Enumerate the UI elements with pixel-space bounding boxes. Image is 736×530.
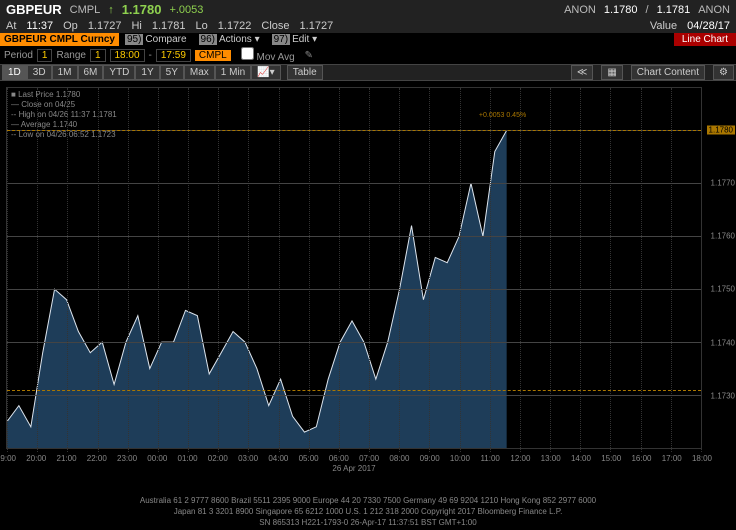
footer: Australia 61 2 9777 8600 Brazil 5511 239… [0,493,736,530]
header-row1: GBPEUR CMPL ↑ 1.1780 +.0053 ANON 1.1780 … [0,0,736,19]
bid: 1.1780 [604,4,638,16]
footer-l3: SN 865313 H221-1793-0 26-Apr-17 11:37:51… [6,517,730,528]
range-YTD[interactable]: YTD [103,65,135,80]
gear-icon[interactable]: ⚙ [713,65,734,80]
range-3D[interactable]: 3D [27,65,52,80]
time1[interactable]: 18:00 [110,49,145,62]
value-label: Value [650,20,677,32]
price: 1.1780 [122,2,162,17]
period-val[interactable]: 1 [37,49,53,62]
hi-label: Hi [131,20,141,32]
xlabel: 15:00 [601,454,621,463]
xlabel: 06:00 [329,454,349,463]
xlabel: 03:00 [238,454,258,463]
cmpl: CMPL [70,4,101,16]
close-label: Close [261,20,289,32]
range-1Y[interactable]: 1Y [135,65,159,80]
lo-label: Lo [196,20,208,32]
range-1D[interactable]: 1D [2,65,27,80]
anon2: ANON [698,4,730,16]
price-series [7,88,701,448]
footer-l1: Australia 61 2 9777 8600 Brazil 5511 239… [6,495,730,506]
time: 11:37 [26,20,53,32]
xlabel: 18:00 [692,454,712,463]
chart-content-btn[interactable]: Chart Content [631,65,705,80]
xlabel: 08:00 [389,454,409,463]
chart-inner[interactable]: ■ Last Price 1.1780 — Close on 04/25 -- … [6,87,702,449]
xlabel: 23:00 [117,454,137,463]
chart-type-label: Line Chart [674,33,736,46]
header-row2: At 11:37 Op 1.1727 Hi 1.1781 Lo 1.1722 C… [0,19,736,33]
x-axis: 26 Apr 2017 19:0020:0021:0022:0023:0000:… [6,451,702,467]
xlabel: 22:00 [87,454,107,463]
range-Max[interactable]: Max [184,65,215,80]
y-axis: 1.17301.17401.17501.17601.17701.17801.17… [704,87,736,449]
ticker: GBPEUR [6,2,62,17]
cmpl-btn[interactable]: CMPL [195,50,231,61]
xlabel: 16:00 [631,454,651,463]
ylabel: 1.1750 [711,285,735,294]
period-label: Period [4,50,33,61]
menu-bar: GBPEUR CMPL Curncy 95)Compare 96)Actions… [0,33,736,46]
change: +.0053 [169,4,203,16]
hi-val: 1.1781 [152,20,186,32]
xlabel: 17:00 [662,454,682,463]
xlabel: 10:00 [450,454,470,463]
anon1: ANON [564,4,596,16]
ylabel: 1.1760 [711,232,735,241]
xlabel: 14:00 [571,454,591,463]
range-5Y[interactable]: 5Y [160,65,184,80]
op-val: 1.1727 [88,20,122,32]
compare-menu[interactable]: 95)Compare [119,33,193,46]
movavg-label: Mov Avg [256,52,294,63]
interval-select[interactable]: 1 Min [215,65,251,80]
xlabel: 19:00 [0,454,16,463]
pencil-icon[interactable]: ✎ [305,50,313,61]
range-val[interactable]: 1 [90,49,106,62]
edit-menu[interactable]: 97)Edit ▾ [266,33,324,46]
xlabel: 13:00 [541,454,561,463]
ylabel: 1.1730 [711,391,735,400]
op-label: Op [63,20,78,32]
table-btn[interactable]: Table [287,65,323,80]
ask: 1.1781 [657,4,691,16]
toolbar: 1D3D1M6MYTD1Y5YMax 1 Min 📈▾ Table ≪ ▦ Ch… [0,64,736,81]
xlabel: 21:00 [57,454,77,463]
at-label: At [6,20,16,32]
chart-type-icon[interactable]: 📈▾ [251,65,280,80]
value-val: 04/28/17 [687,20,730,32]
xlabel: 00:00 [147,454,167,463]
arrow: ↑ [108,4,114,16]
bars-icon[interactable]: ▦ [601,65,622,80]
ylabel: 1.1770 [711,178,735,187]
xlabel: 04:00 [268,454,288,463]
legend: ■ Last Price 1.1780 — Close on 04/25 -- … [7,88,121,142]
x-date: 26 Apr 2017 [332,464,375,473]
price-note: +0.0053 0.45% [479,112,526,119]
price-tag: 1.1780 [707,125,735,134]
coll-icon[interactable]: ≪ [571,65,593,80]
lo-val: 1.1722 [218,20,252,32]
ticker-box: GBPEUR CMPL Curncy [0,33,119,46]
chart-area: ■ Last Price 1.1780 — Close on 04/25 -- … [0,81,736,481]
xlabel: 09:00 [420,454,440,463]
xlabel: 20:00 [26,454,46,463]
footer-l2: Japan 81 3 3201 8900 Singapore 65 6212 1… [6,506,730,517]
range-1M[interactable]: 1M [52,65,78,80]
xlabel: 12:00 [510,454,530,463]
xlabel: 11:00 [480,454,499,463]
xlabel: 01:00 [178,454,198,463]
range-label: Range [56,50,85,61]
range-6M[interactable]: 6M [78,65,104,80]
actions-menu[interactable]: 96)Actions ▾ [193,33,266,46]
control-bar: Period 1 Range 1 18:00 - 17:59 CMPL Mov … [0,46,736,64]
close-val: 1.1727 [300,20,334,32]
ylabel: 1.1740 [711,338,735,347]
movavg-check[interactable] [241,47,254,60]
xlabel: 05:00 [299,454,319,463]
xlabel: 07:00 [359,454,379,463]
xlabel: 02:00 [208,454,228,463]
time2[interactable]: 17:59 [156,49,191,62]
